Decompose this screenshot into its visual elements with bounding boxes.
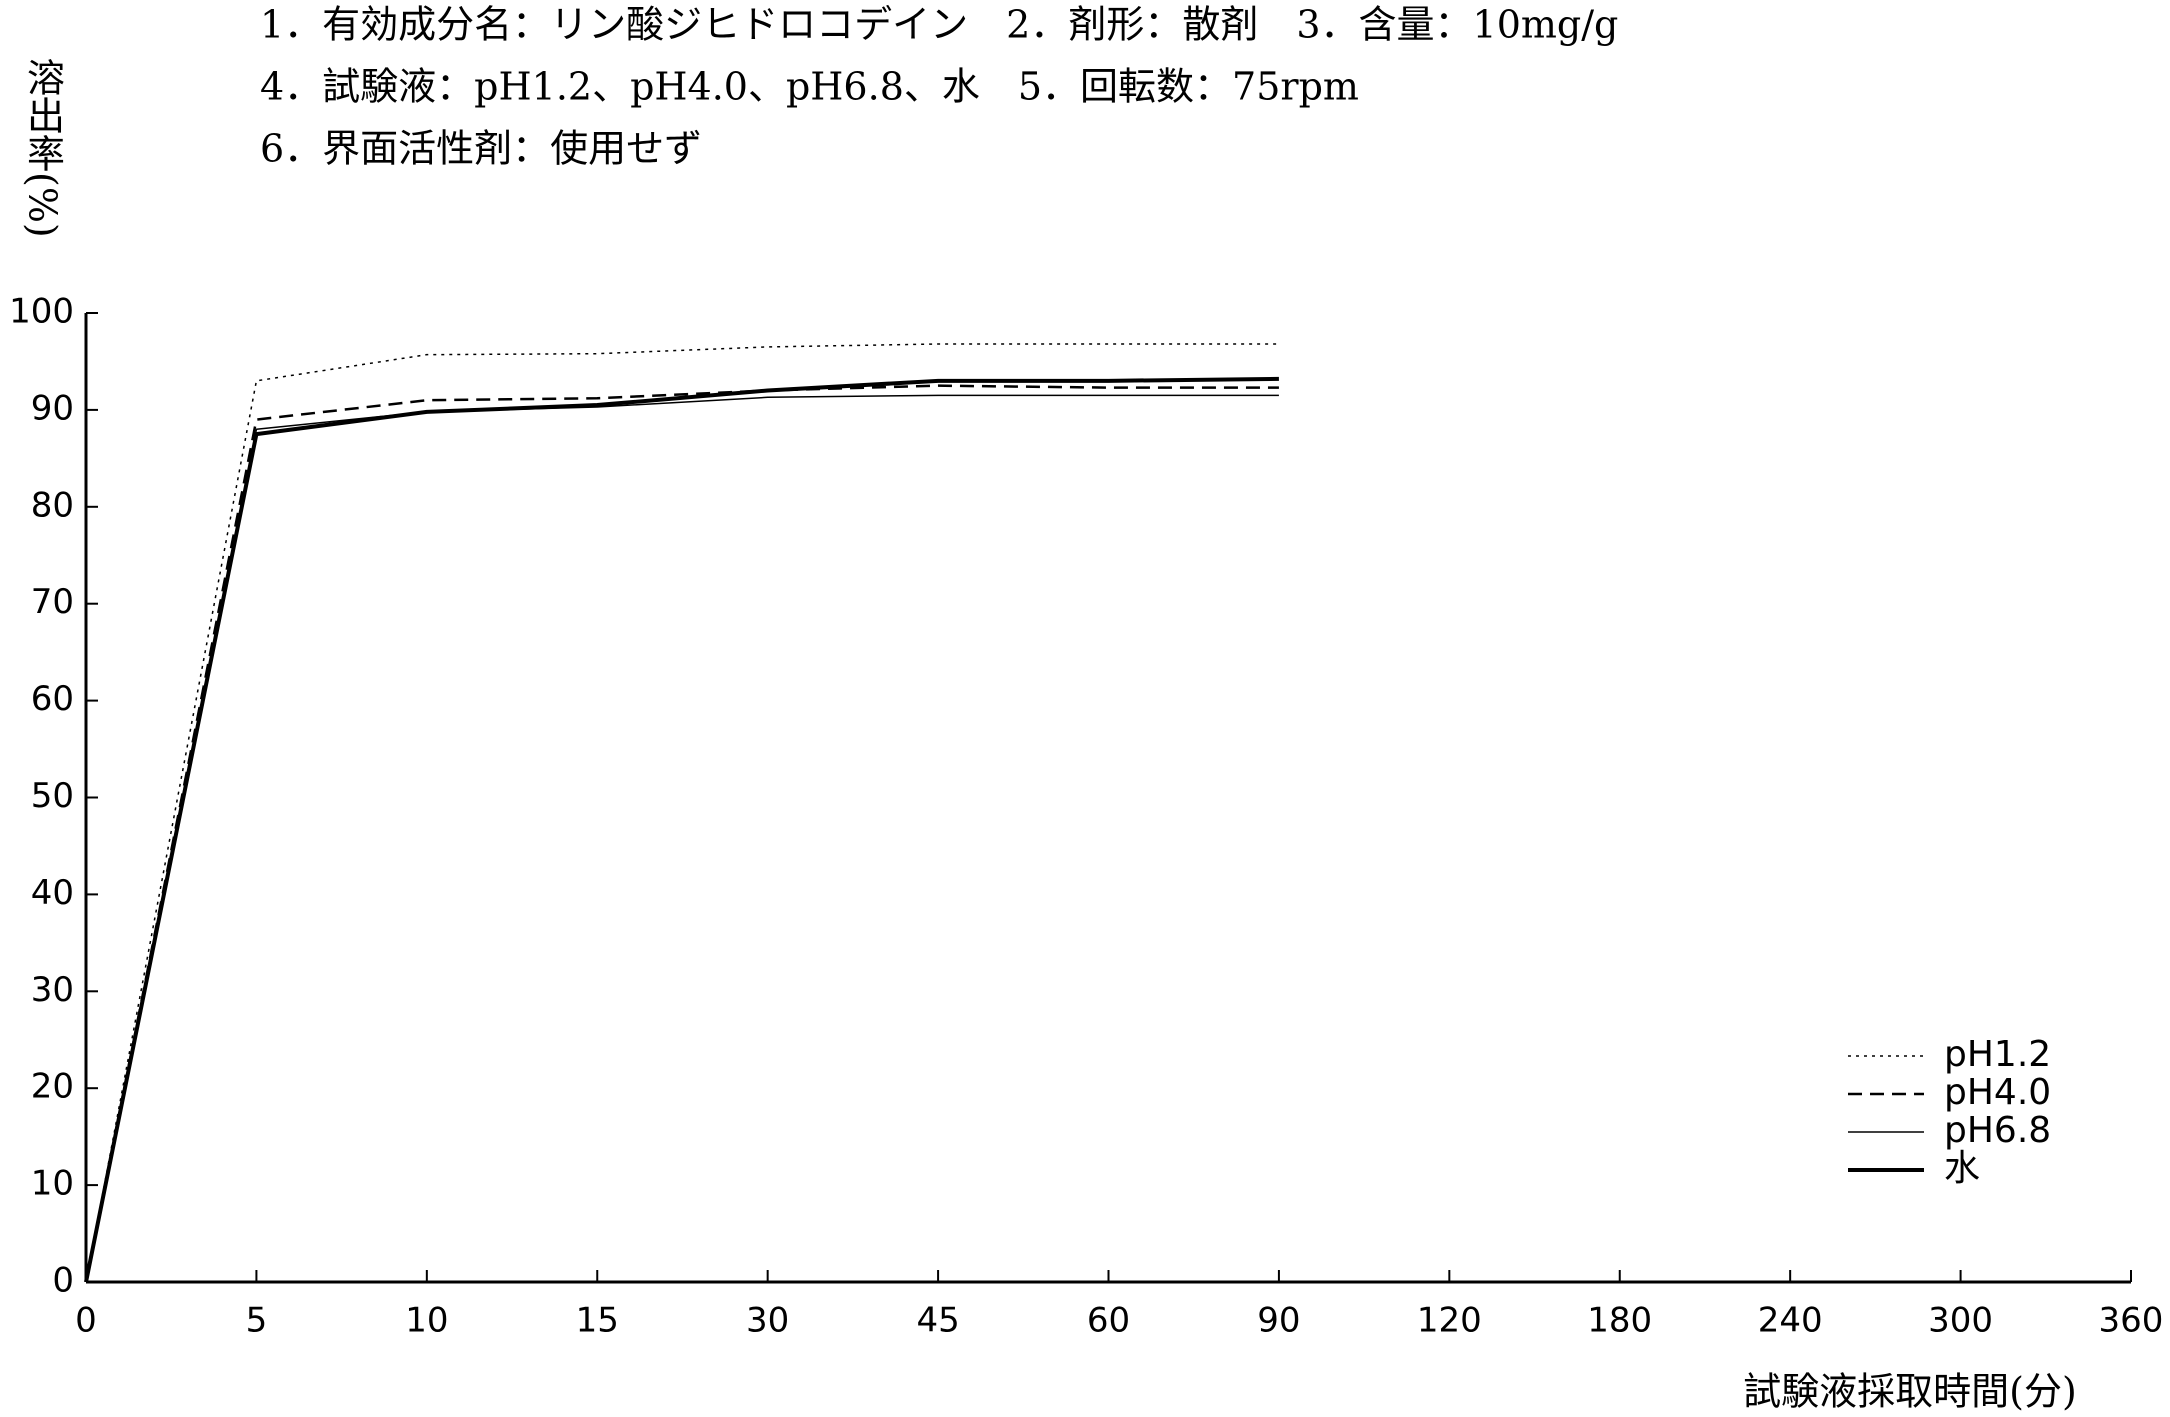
y-tick-label: 60	[31, 679, 74, 719]
x-tick-label: 10	[405, 1301, 448, 1341]
y-tick-label: 90	[31, 388, 74, 428]
legend-label: 水	[1944, 1148, 1980, 1189]
x-tick-label: 90	[1257, 1301, 1300, 1341]
y-tick-label: 0	[52, 1261, 74, 1301]
x-tick-label: 30	[746, 1301, 789, 1341]
legend-label: pH4.0	[1944, 1072, 2051, 1113]
x-tick-label: 360	[2099, 1301, 2164, 1341]
x-axis-label: 試験液採取時間(分)	[1743, 1370, 2077, 1414]
x-tick-label: 240	[1758, 1301, 1823, 1341]
y-tick-label: 80	[31, 485, 74, 525]
y-tick-label: 20	[31, 1067, 74, 1107]
x-tick-label: 0	[75, 1301, 97, 1341]
y-tick-label: 100	[9, 292, 74, 332]
title-line: 6．界面活性剤：使用せず	[260, 127, 702, 171]
x-tick-label: 5	[246, 1301, 268, 1341]
series-line	[84, 376, 1279, 1283]
x-tick-label: 120	[1417, 1301, 1482, 1341]
series-line	[85, 394, 1279, 1283]
y-tick-label: 40	[31, 873, 74, 913]
y-tick-label: 10	[31, 1164, 74, 1204]
series-line	[84, 384, 1279, 1283]
title-line: 4．試験液：pH1.2、pH4.0、pH6.8、水 5．回転数：75rpm	[260, 65, 1359, 109]
y-axis-label: 溶出率(%)	[21, 58, 65, 238]
y-tick-label: 30	[31, 970, 74, 1010]
y-tick-label: 50	[31, 776, 74, 816]
title-line: 1．有効成分名：リン酸ジヒドロコデイン 2．剤形：散剤 3．含量：10mg/g	[260, 3, 1618, 47]
series-line	[85, 343, 1279, 1283]
x-tick-label: 300	[1928, 1301, 1993, 1341]
x-tick-label: 60	[1087, 1301, 1130, 1341]
x-tick-label: 45	[916, 1301, 959, 1341]
x-tick-label: 180	[1587, 1301, 1652, 1341]
x-tick-label: 15	[576, 1301, 619, 1341]
y-tick-label: 70	[31, 582, 74, 622]
legend-label: pH1.2	[1944, 1034, 2051, 1075]
legend-label: pH6.8	[1944, 1110, 2051, 1151]
